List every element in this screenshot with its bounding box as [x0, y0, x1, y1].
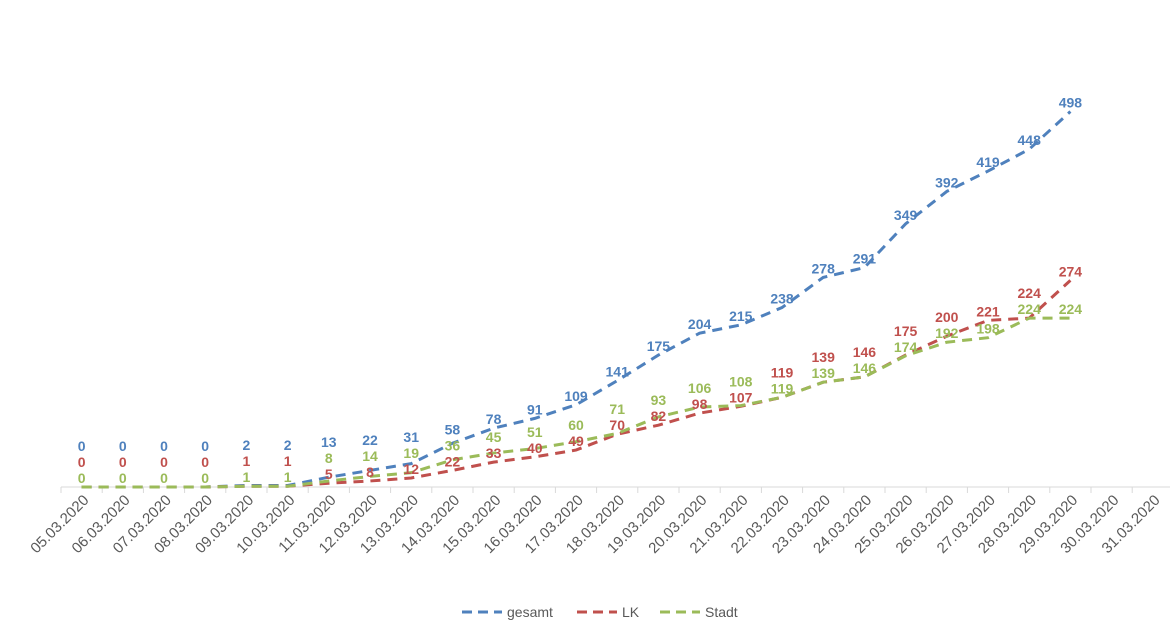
data-label-Stadt: 1 — [284, 469, 292, 485]
data-label-LK: 12 — [403, 461, 419, 477]
data-label-gesamt: 2 — [243, 437, 251, 453]
data-label-LK: 82 — [651, 408, 667, 424]
data-label-LK: 8 — [366, 464, 374, 480]
data-label-gesamt: 0 — [160, 438, 168, 454]
data-label-gesamt: 175 — [647, 338, 671, 354]
data-label-gesamt: 349 — [894, 207, 918, 223]
data-label-Stadt: 45 — [486, 429, 502, 445]
data-label-Stadt: 14 — [362, 448, 378, 464]
data-label-Stadt: 0 — [160, 470, 168, 486]
data-label-gesamt: 109 — [564, 388, 588, 404]
data-label-Stadt: 93 — [651, 392, 667, 408]
series-line-gesamt — [81, 110, 1072, 489]
data-label-LK: 175 — [894, 323, 918, 339]
data-label-gesamt: 22 — [362, 432, 378, 448]
data-label-LK: 33 — [486, 445, 502, 461]
data-label-Stadt: 51 — [527, 424, 543, 440]
data-label-LK: 274 — [1059, 263, 1083, 279]
data-label-Stadt: 119 — [771, 380, 794, 396]
data-label-gesamt: 448 — [1018, 132, 1042, 148]
data-label-Stadt: 36 — [445, 437, 461, 453]
data-label-gesamt: 238 — [770, 291, 794, 307]
data-label-Stadt: 146 — [853, 360, 877, 376]
data-label-Stadt: 0 — [78, 470, 86, 486]
data-label-LK: 0 — [160, 454, 168, 470]
legend-label: LK — [622, 604, 640, 620]
data-label-gesamt: 0 — [201, 438, 209, 454]
data-label-Stadt: 198 — [976, 321, 1000, 337]
data-label-LK: 49 — [568, 433, 584, 449]
data-label-Stadt: 174 — [894, 339, 918, 355]
data-label-LK: 0 — [119, 454, 127, 470]
data-label-Stadt: 139 — [812, 365, 836, 381]
data-label-gesamt: 215 — [729, 308, 753, 324]
data-label-LK: 22 — [445, 453, 461, 469]
data-label-LK: 224 — [1018, 285, 1042, 301]
data-label-LK: 107 — [729, 389, 753, 405]
data-label-LK: 40 — [527, 440, 543, 456]
data-label-Stadt: 8 — [325, 450, 333, 466]
series-line-Stadt — [81, 316, 1071, 489]
data-label-LK: 70 — [609, 417, 625, 433]
data-label-gesamt: 291 — [853, 251, 877, 267]
data-label-Stadt: 19 — [403, 445, 419, 461]
data-label-LK: 5 — [325, 466, 333, 482]
data-label-gesamt: 419 — [976, 154, 1000, 170]
data-label-gesamt: 278 — [812, 260, 836, 276]
data-label-Stadt: 106 — [688, 380, 712, 396]
data-label-LK: 0 — [78, 454, 86, 470]
data-label-gesamt: 13 — [321, 434, 337, 450]
series-line-LK — [81, 279, 1072, 489]
data-label-gesamt: 2 — [284, 437, 292, 453]
data-label-gesamt: 91 — [527, 401, 543, 417]
data-label-Stadt: 0 — [201, 470, 209, 486]
data-label-LK: 0 — [201, 454, 209, 470]
data-label-Stadt: 192 — [935, 325, 959, 341]
data-label-Stadt: 0 — [119, 470, 127, 486]
data-label-LK: 119 — [771, 364, 794, 380]
data-label-gesamt: 204 — [688, 316, 712, 332]
data-label-gesamt: 392 — [935, 174, 959, 190]
data-label-LK: 146 — [853, 344, 877, 360]
data-label-LK: 200 — [935, 309, 959, 325]
data-label-gesamt: 58 — [445, 421, 461, 437]
data-label-Stadt: 1 — [243, 469, 251, 485]
data-label-gesamt: 498 — [1059, 95, 1083, 111]
data-label-Stadt: 108 — [729, 373, 753, 389]
data-label-gesamt: 78 — [486, 411, 502, 427]
data-label-LK: 1 — [284, 453, 292, 469]
data-label-Stadt: 71 — [609, 401, 625, 417]
data-label-Stadt: 60 — [568, 417, 584, 433]
data-label-LK: 1 — [243, 453, 251, 469]
data-label-LK: 221 — [976, 303, 1000, 319]
data-label-gesamt: 31 — [403, 429, 419, 445]
data-label-LK: 139 — [812, 349, 836, 365]
data-label-gesamt: 141 — [606, 364, 630, 380]
data-label-gesamt: 0 — [119, 438, 127, 454]
data-label-LK: 98 — [692, 396, 708, 412]
data-label-Stadt: 224 — [1018, 301, 1042, 317]
legend-label: Stadt — [705, 604, 738, 620]
data-label-Stadt: 224 — [1059, 301, 1083, 317]
data-label-gesamt: 0 — [78, 438, 86, 454]
legend-label: gesamt — [507, 604, 553, 620]
